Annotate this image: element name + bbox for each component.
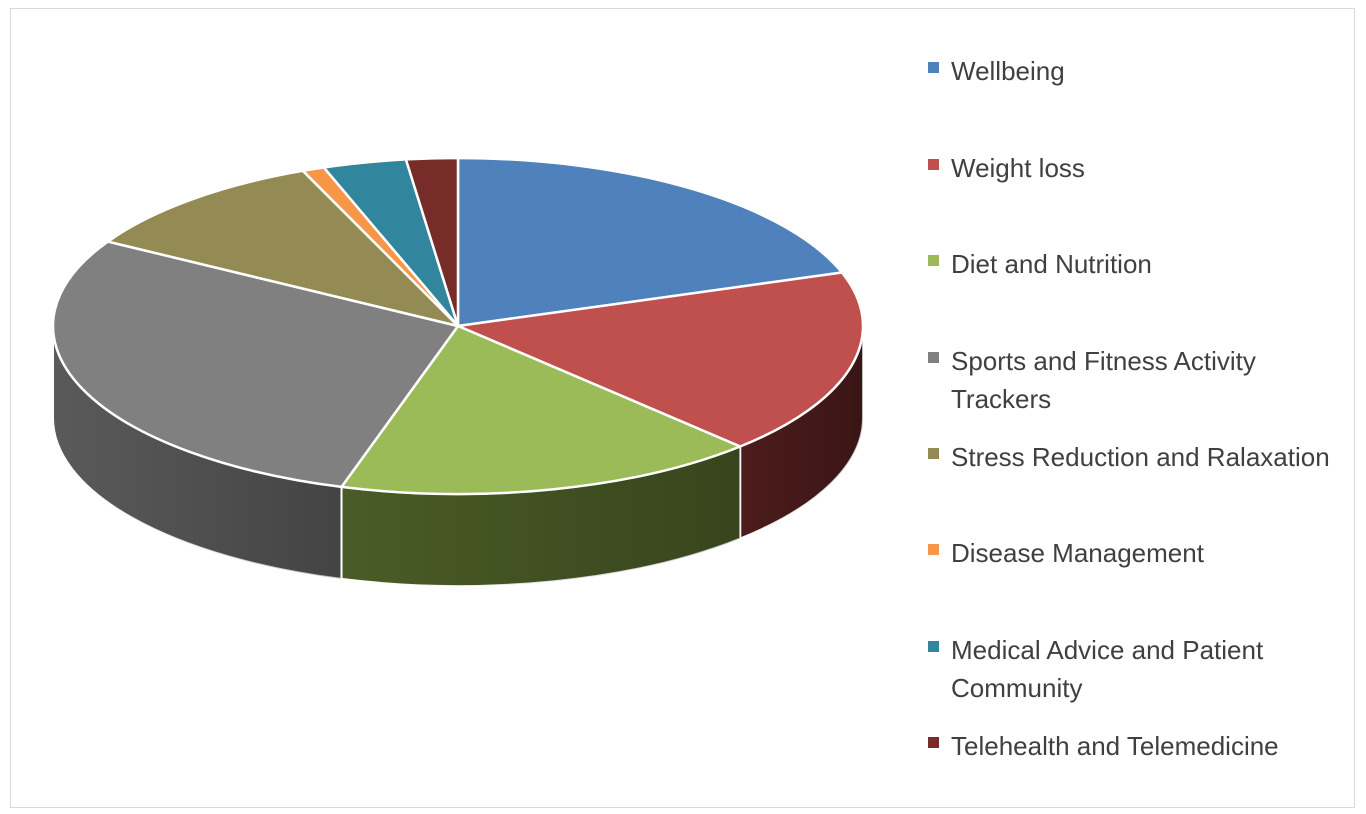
legend-item-sports-and-fitness-activity-trackers: Sports and Fitness Activity Trackers — [928, 342, 1336, 418]
pie-slice-diet-and-nutrition — [340, 324, 742, 496]
pie-slice-wellbeing — [456, 156, 844, 328]
pie-side-shade-sports-and-fitness-activity-trackers — [53, 326, 342, 579]
legend-item-stress-reduction-and-ralaxation: Stress Reduction and Ralaxation — [928, 438, 1336, 476]
pie-slice-weight-loss — [456, 271, 865, 448]
legend-label: Diet and Nutrition — [951, 249, 1152, 279]
legend-item-wellbeing: Wellbeing — [928, 52, 1336, 90]
legend-label: Sports and Fitness Activity Trackers — [951, 346, 1256, 414]
pie-side-shade-diet-and-nutrition — [341, 446, 741, 586]
legend-label: Telehealth and Telemedicine — [951, 731, 1279, 761]
legend-swatch — [928, 255, 939, 266]
legend-swatch — [928, 159, 939, 170]
pie-slice-telehealth-and-telemedicine — [404, 156, 460, 328]
legend-swatch — [928, 352, 939, 363]
legend-item-weight-loss: Weight loss — [928, 149, 1336, 187]
legend-swatch — [928, 641, 939, 652]
legend-item-diet-and-nutrition: Diet and Nutrition — [928, 245, 1336, 283]
legend-label: Disease Management — [951, 538, 1204, 568]
legend-item-telehealth-and-telemedicine: Telehealth and Telemedicine — [928, 727, 1336, 765]
legend-label: Medical Advice and Patient Community — [951, 635, 1264, 703]
legend-item-disease-management: Disease Management — [928, 534, 1336, 572]
legend-swatch — [928, 448, 939, 459]
pie-slices — [51, 156, 865, 496]
legend-label: Stress Reduction and Ralaxation — [951, 442, 1330, 472]
pie-slice-sports-and-fitness-activity-trackers — [51, 240, 460, 489]
pie-side-shade-weight-loss — [740, 326, 863, 539]
pie-slice-stress-reduction-and-ralaxation — [106, 169, 460, 328]
legend-item-medical-advice-and-patient-community: Medical Advice and Patient Community — [928, 631, 1336, 707]
legend-swatch — [928, 737, 939, 748]
legend-label: Wellbeing — [951, 56, 1065, 86]
legend-label: Weight loss — [951, 153, 1085, 183]
legend-swatch — [928, 62, 939, 73]
legend-swatch — [928, 544, 939, 555]
